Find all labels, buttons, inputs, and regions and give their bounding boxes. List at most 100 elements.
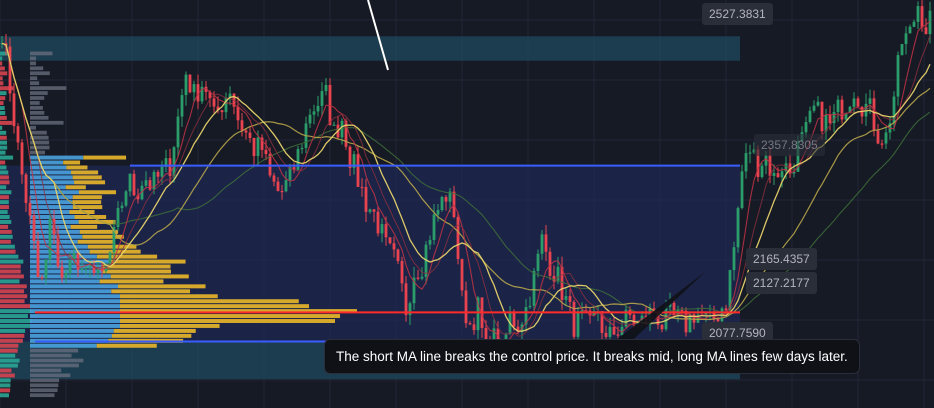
volume-profile-bar-left: [0, 205, 9, 210]
candle-body: [52, 218, 56, 235]
candle-body: [444, 196, 448, 202]
candle-body: [756, 149, 760, 177]
candle-body: [668, 302, 672, 307]
candle-body: [292, 167, 296, 170]
candle-body: [296, 149, 300, 170]
candle-body: [564, 296, 568, 300]
candle-body: [796, 141, 800, 172]
candle-body: [560, 266, 564, 300]
price-label-top-band: 2527.3831: [702, 3, 773, 25]
candle-body: [164, 158, 168, 167]
candle-body: [632, 314, 636, 325]
candle-body: [168, 158, 172, 177]
volume-profile-bar-left: [0, 264, 21, 269]
candle-body: [716, 318, 720, 322]
candle-body: [56, 234, 60, 267]
volume-profile-bar-outside: [30, 101, 40, 105]
candle-body: [160, 166, 164, 177]
candle-body: [152, 171, 156, 190]
candle-body: [388, 237, 392, 244]
volume-profile-bar-left: [0, 279, 20, 284]
volume-profile-bar-value: [30, 190, 79, 195]
volume-profile-bar-left: [0, 259, 24, 264]
volume-profile-bar-left: [0, 71, 8, 76]
candle-body: [456, 216, 460, 259]
volume-profile-bar-left: [0, 56, 3, 61]
candle-body: [504, 333, 508, 342]
volume-profile-bar-right: [120, 299, 299, 304]
candle-body: [448, 191, 452, 202]
volume-profile-bar-left: [0, 86, 14, 91]
candle-body: [748, 152, 752, 154]
candle-body: [308, 114, 312, 124]
candle-body: [652, 308, 656, 311]
price-label-upper-level: 2357.8305: [754, 134, 825, 156]
volume-profile-bar-value: [30, 160, 64, 165]
candle-body: [792, 171, 796, 174]
volume-profile-bar-value: [30, 343, 97, 348]
candle-body: [144, 180, 148, 186]
volume-profile-bar-outside: [30, 106, 43, 110]
candle-body: [188, 74, 192, 93]
volume-profile-bar-left: [0, 378, 11, 383]
volume-profile-bar-outside: [30, 348, 79, 353]
candle-body: [120, 205, 124, 209]
candle-body: [688, 314, 692, 333]
candle-body: [28, 202, 32, 216]
candle-body: [400, 261, 404, 284]
volume-profile-bar-value: [30, 304, 120, 309]
volume-profile-bar-left: [0, 185, 7, 190]
candle-body: [908, 26, 912, 34]
candle-body: [372, 209, 376, 212]
candle-body: [420, 276, 424, 279]
candle-body: [16, 126, 20, 143]
candle-body: [476, 297, 480, 331]
volume-profile-bar-left: [0, 373, 15, 378]
volume-profile-bar-outside: [30, 56, 36, 61]
volume-profile-bar-left: [0, 289, 25, 294]
volume-profile-bar-right: [82, 234, 124, 239]
volume-profile-bar-value: [30, 234, 83, 239]
volume-profile-bar-outside: [30, 140, 50, 145]
candle-body: [660, 324, 664, 330]
candle-body: [608, 326, 612, 337]
price-label-bottom-band: 2077.7590: [702, 322, 773, 344]
candle-body: [272, 175, 276, 182]
candle-body: [240, 120, 244, 131]
candle-body: [180, 95, 184, 117]
volume-profile-bar-right: [110, 274, 189, 279]
price-label-lower-level: 2127.2177: [746, 272, 817, 294]
volume-profile-bar-left: [0, 358, 20, 363]
candle-body: [544, 234, 548, 252]
volume-profile-bar-value: [30, 170, 72, 175]
candle-body: [484, 327, 488, 344]
volume-profile-bar-outside: [30, 135, 49, 140]
candle-body: [528, 305, 532, 308]
candle-body: [612, 326, 616, 335]
candle-body: [172, 147, 176, 177]
candle-body: [396, 249, 400, 262]
candle-body: [884, 132, 888, 144]
volume-profile-bar-outside: [30, 145, 50, 150]
candle-body: [540, 234, 544, 254]
candle-body: [896, 55, 900, 97]
volume-profile-bar-left: [0, 219, 12, 224]
candle-body: [288, 167, 292, 181]
volume-profile-bar-value: [30, 155, 84, 160]
candle-body: [548, 251, 552, 276]
volume-profile-bar-right: [74, 215, 107, 219]
volume-profile-bar-value: [30, 175, 73, 180]
candle-body: [220, 110, 224, 113]
candle-body: [64, 272, 68, 278]
candle-body: [36, 240, 40, 278]
candle-body: [764, 155, 768, 166]
candle-body: [248, 132, 252, 138]
volume-profile-bar-value: [30, 299, 120, 304]
candle-body: [408, 303, 412, 316]
red-ma-line-slow: [1, 35, 931, 337]
volume-profile-bar-left: [0, 195, 9, 200]
candle-body: [784, 163, 788, 172]
candle-body: [280, 190, 284, 193]
volume-profile-bar-right: [71, 170, 99, 175]
candle-body: [300, 147, 304, 150]
